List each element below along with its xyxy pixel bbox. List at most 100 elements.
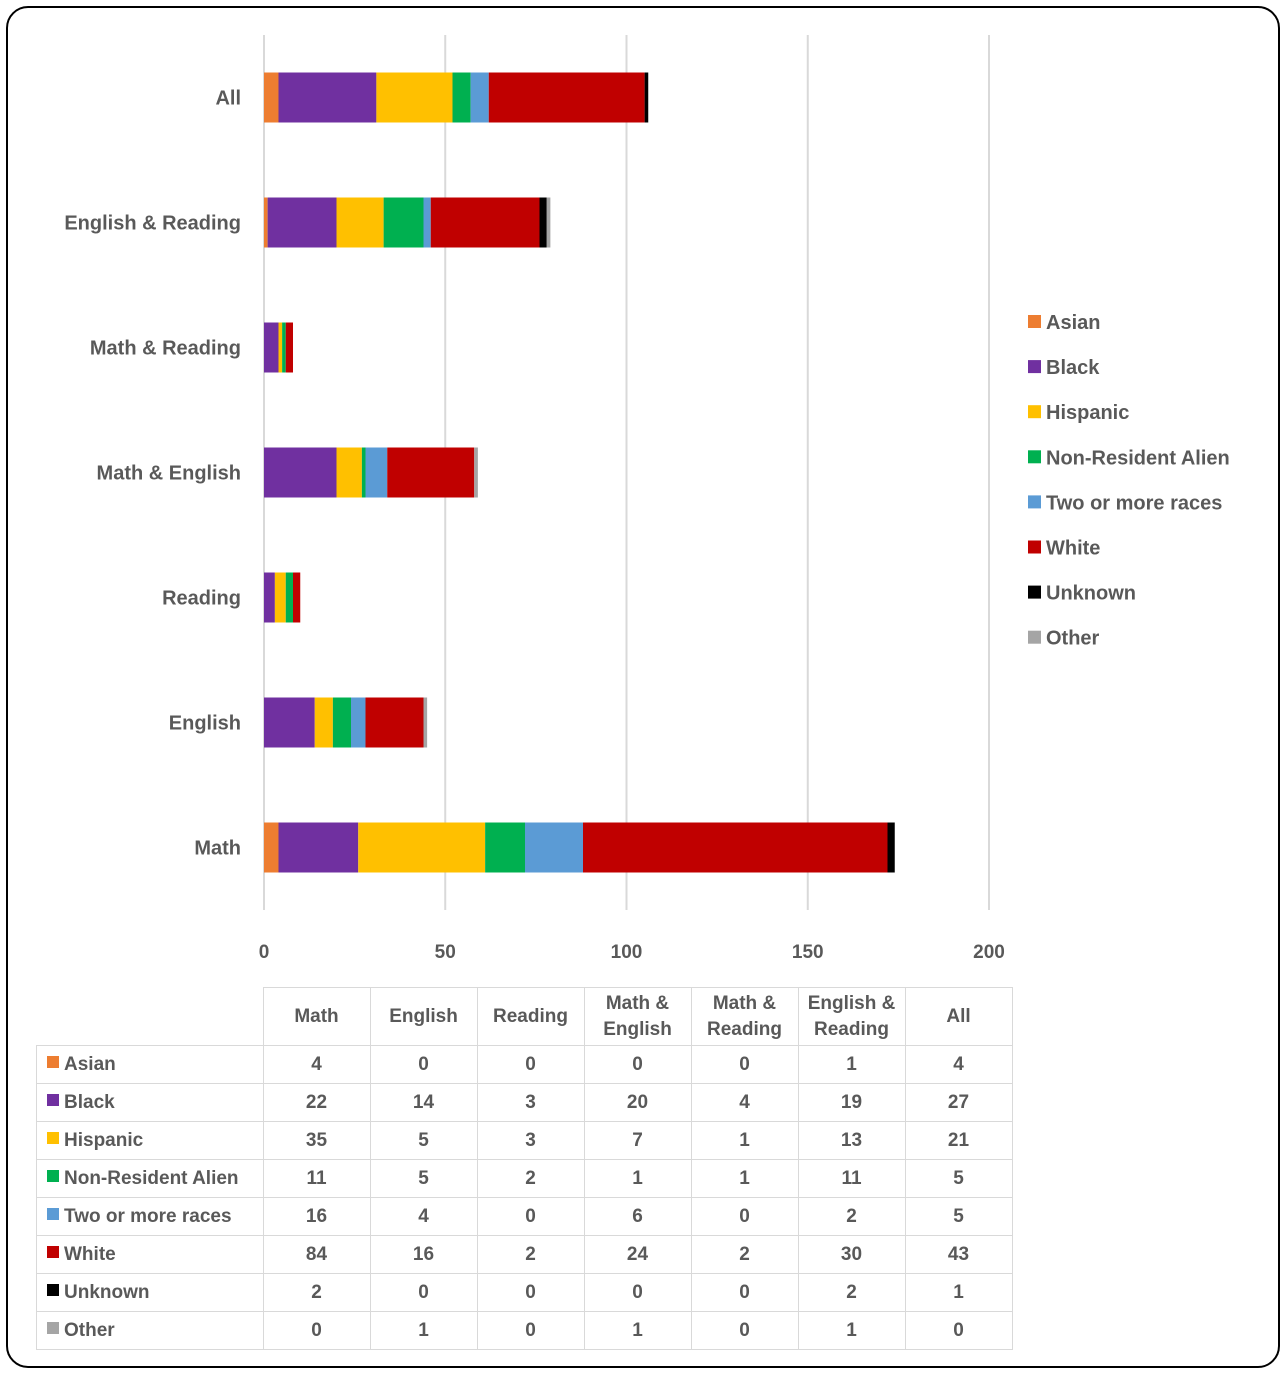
table-row-header: White (36, 1235, 264, 1274)
table-cell: 0 (583, 1045, 692, 1084)
table-cell: 5 (369, 1121, 478, 1160)
x-tick-label: 150 (792, 942, 824, 963)
bar-segment (336, 447, 362, 498)
table-row: Other 0 1 0 1 0 1 0 (36, 1311, 1013, 1350)
bar-segment (470, 72, 489, 123)
bar-segment (546, 197, 551, 248)
table-cell: 0 (690, 1311, 799, 1350)
x-tick-label: 200 (973, 942, 1005, 963)
legend-key-swatch (47, 1284, 59, 1297)
table-cell: 14 (369, 1083, 478, 1122)
table-column-header: All (904, 987, 1013, 1046)
legend-item-label: Unknown (1046, 583, 1136, 605)
table-column-header: Math (262, 987, 371, 1046)
table-cell: 11 (262, 1159, 371, 1198)
table-cell: 19 (797, 1083, 906, 1122)
legend-swatch (1028, 450, 1041, 464)
table-cell: 4 (262, 1045, 371, 1084)
table-cell: 0 (690, 1197, 799, 1236)
table-cell: 1 (797, 1311, 906, 1350)
legend-swatch (1028, 360, 1041, 374)
bar-segment (452, 72, 471, 123)
table-row: Non-Resident Alien 11 5 2 1 1 11 5 (36, 1159, 1013, 1198)
table-cell: 3 (476, 1121, 585, 1160)
table-cell: 16 (369, 1235, 478, 1274)
bar-segment (583, 822, 888, 873)
table-row: Black 22 14 3 20 4 19 27 (36, 1083, 1013, 1122)
table-cell: 4 (369, 1197, 478, 1236)
table-cell: 0 (690, 1273, 799, 1312)
x-tick-label: 0 (259, 942, 270, 963)
series-name: Unknown (64, 1281, 150, 1303)
legend-swatch (1028, 585, 1041, 599)
bar-segment (293, 572, 301, 623)
series-name: White (64, 1243, 116, 1265)
legend-key-swatch (47, 1322, 59, 1335)
table-row-header: Two or more races (36, 1197, 264, 1236)
legend-item-label: Asian (1046, 312, 1100, 334)
legend-key-swatch (47, 1170, 59, 1183)
table-cell: 1 (690, 1121, 799, 1160)
legend-swatch (1028, 315, 1041, 328)
bar-segment (264, 447, 337, 498)
table-cell: 3 (476, 1083, 585, 1122)
table-cell: 11 (797, 1159, 906, 1198)
category-label: Reading (162, 588, 241, 610)
table-cell: 2 (476, 1235, 585, 1274)
table-cell: 0 (904, 1311, 1013, 1350)
table-cell: 0 (476, 1197, 585, 1236)
bar-segment (285, 322, 293, 373)
table-cell: 0 (476, 1273, 585, 1312)
legend-item-label: Black (1046, 357, 1100, 379)
table-row-header: Asian (36, 1045, 264, 1084)
table-corner (36, 987, 264, 1046)
x-tick-label: 50 (435, 942, 456, 963)
table-cell: 16 (262, 1197, 371, 1236)
table-cell: 2 (476, 1159, 585, 1198)
category-label: English (169, 713, 241, 735)
table-column-header: Reading (476, 987, 585, 1046)
stacked-bar-chart: Math English Reading Math & English Math & R… (64, 35, 1230, 963)
legend-item-label: Hispanic (1046, 402, 1129, 424)
bar-segment (644, 72, 649, 123)
table-cell: 2 (797, 1197, 906, 1236)
table-cell: 0 (369, 1045, 478, 1084)
bar-segment (358, 822, 486, 873)
series-name: Black (64, 1091, 115, 1113)
bar-segment (285, 572, 293, 623)
table-cell: 84 (262, 1235, 371, 1274)
bar-segment (361, 447, 366, 498)
table-cell: 1 (583, 1159, 692, 1198)
table-cell: 1 (583, 1311, 692, 1350)
bar-segment (278, 72, 377, 123)
table-row: Two or more races 16 4 0 6 0 2 5 (36, 1197, 1013, 1236)
table-row-header: Unknown (36, 1273, 264, 1312)
bar-segment (264, 822, 279, 873)
table-cell: 1 (904, 1273, 1013, 1312)
table-cell: 0 (690, 1045, 799, 1084)
bar-segment (332, 697, 351, 748)
bar-segment (539, 197, 547, 248)
bar-segment (376, 72, 453, 123)
table-cell: 30 (797, 1235, 906, 1274)
bar-segment (278, 822, 359, 873)
table-cell: 5 (904, 1159, 1013, 1198)
bar-segment (282, 322, 286, 373)
bar-segment (274, 572, 286, 623)
table-row: Unknown 2 0 0 0 0 2 1 (36, 1273, 1013, 1312)
category-label: English & Reading (64, 213, 241, 235)
bar-segment (264, 572, 275, 623)
bar-segment (351, 697, 366, 748)
table-column-header: Math & English (583, 987, 692, 1046)
table-cell: 1 (690, 1159, 799, 1198)
bar-segment (365, 697, 424, 748)
bar-segment (264, 322, 279, 373)
series-name: Two or more races (64, 1205, 232, 1227)
table-row: Asian 4 0 0 0 0 1 4 (36, 1045, 1013, 1084)
legend-swatch (1028, 405, 1041, 419)
bar-segment (387, 447, 475, 498)
table-row-header: Black (36, 1083, 264, 1122)
legend-item-label: Non-Resident Alien (1046, 447, 1230, 469)
bar-segment (264, 72, 279, 123)
bar-segment (430, 197, 540, 248)
